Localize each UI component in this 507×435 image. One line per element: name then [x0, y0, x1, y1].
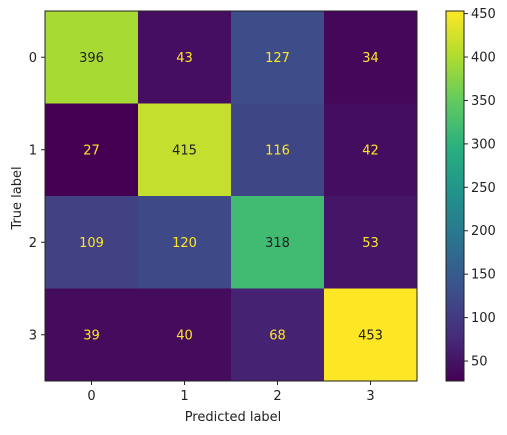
x-axis-ticks: 0 1 2 3	[87, 381, 375, 404]
cell-value-label: 109	[79, 236, 104, 251]
colorbar-tick-label: 150	[471, 268, 496, 283]
cell-value-label: 116	[265, 143, 290, 158]
colorbar-tick-label: 250	[471, 181, 496, 196]
heatmap-cell	[138, 11, 232, 104]
heatmap-frame	[44, 10, 418, 382]
cell-value-label: 43	[176, 51, 193, 66]
x-tick-label: 1	[180, 389, 188, 404]
colorbar-tick-label: 200	[471, 224, 496, 239]
y-axis-label: True label	[10, 166, 25, 230]
heatmap-cell-labels: 396 43 127 34 27 415 116 42 109 120 318 53 39 40 68 453	[79, 51, 383, 344]
y-tick-label: 2	[29, 236, 37, 251]
heatmap-cell	[138, 288, 232, 382]
cell-value-label: 396	[79, 51, 104, 66]
colorbar-tick-label: 300	[471, 137, 496, 152]
heatmap-cell	[45, 196, 139, 289]
cell-value-label: 34	[362, 51, 379, 66]
cell-value-label: 42	[362, 143, 379, 158]
colorbar-tick-label: 450	[471, 7, 496, 22]
colorbar: 50 100 150 200 250 300 350 400 450	[445, 7, 496, 382]
colorbar-tick-label: 50	[471, 355, 488, 370]
heatmap-cell	[324, 11, 418, 104]
heatmap-cell	[231, 11, 325, 104]
x-tick-label: 3	[366, 389, 374, 404]
heatmap-cell	[138, 103, 232, 197]
y-axis-ticks: 0 1 2 3	[29, 51, 45, 343]
heatmap-cell	[138, 196, 232, 289]
x-tick-label: 2	[273, 389, 281, 404]
heatmap-cell	[324, 288, 418, 382]
colorbar-tick-label: 400	[471, 51, 496, 66]
cell-value-label: 415	[172, 143, 197, 158]
y-tick-label: 3	[29, 328, 37, 343]
y-tick-label: 0	[29, 51, 37, 66]
x-tick-label: 0	[87, 389, 95, 404]
cell-value-label: 68	[269, 328, 286, 343]
heatmap-cell	[45, 103, 139, 197]
y-tick-label: 1	[29, 143, 37, 158]
heatmap-cell	[45, 11, 139, 104]
cell-value-label: 453	[358, 328, 383, 343]
heatmap-cell	[231, 103, 325, 197]
cell-value-label: 39	[83, 328, 100, 343]
colorbar-tick-label: 100	[471, 311, 496, 326]
heatmap-cell	[324, 196, 418, 289]
x-axis-label: Predicted label	[185, 410, 282, 425]
cell-value-label: 53	[362, 236, 379, 251]
cell-value-label: 120	[172, 236, 197, 251]
cell-value-label: 27	[83, 143, 100, 158]
cell-value-label: 318	[265, 236, 290, 251]
heatmap-cell	[45, 288, 139, 382]
heatmap-cell	[231, 196, 325, 289]
colorbar-ticks: 50 100 150 200 250 300 350 400 450	[464, 7, 496, 370]
heatmap-cell	[231, 288, 325, 382]
cell-value-label: 40	[176, 328, 193, 343]
heatmap-cells	[45, 11, 418, 382]
colorbar-tick-label: 350	[471, 94, 496, 109]
colorbar-gradient	[445, 10, 465, 382]
cell-value-label: 127	[265, 51, 290, 66]
heatmap-cell	[324, 103, 418, 197]
